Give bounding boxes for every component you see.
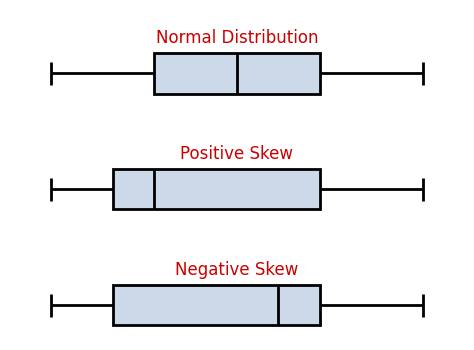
Text: Normal Distribution: Normal Distribution: [156, 29, 318, 47]
Bar: [113, 169, 320, 210]
Bar: [154, 53, 320, 93]
Text: Positive Skew: Positive Skew: [181, 145, 293, 163]
Bar: [113, 285, 320, 326]
Text: Negative Skew: Negative Skew: [175, 261, 299, 279]
